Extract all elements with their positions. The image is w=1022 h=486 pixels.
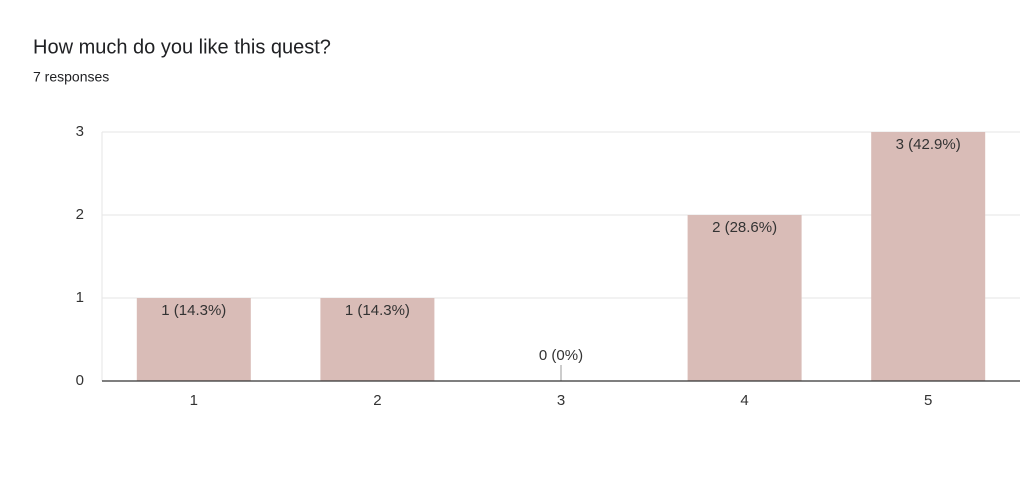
y-tick-label: 3 (76, 123, 84, 140)
y-tick-label: 0 (76, 372, 84, 389)
y-tick-label: 2 (76, 206, 84, 223)
bar (687, 215, 802, 381)
data-label: 0 (0%) (539, 347, 583, 364)
data-label: 2 (28.6%) (712, 219, 777, 236)
data-label: 1 (14.3%) (345, 302, 410, 319)
bar (871, 132, 986, 381)
data-label: 3 (42.9%) (896, 136, 961, 153)
chart-title: How much do you like this quest? (33, 36, 331, 58)
chart-subtitle: 7 responses (33, 69, 109, 85)
x-tick-label: 5 (924, 392, 932, 409)
y-tick-label: 1 (76, 289, 84, 306)
bar (136, 298, 251, 381)
x-tick-label: 2 (373, 392, 381, 409)
bar (320, 298, 435, 381)
x-tick-label: 3 (557, 392, 565, 409)
data-label: 1 (14.3%) (161, 302, 226, 319)
x-tick-label: 4 (740, 392, 748, 409)
x-tick-label: 1 (190, 392, 198, 409)
